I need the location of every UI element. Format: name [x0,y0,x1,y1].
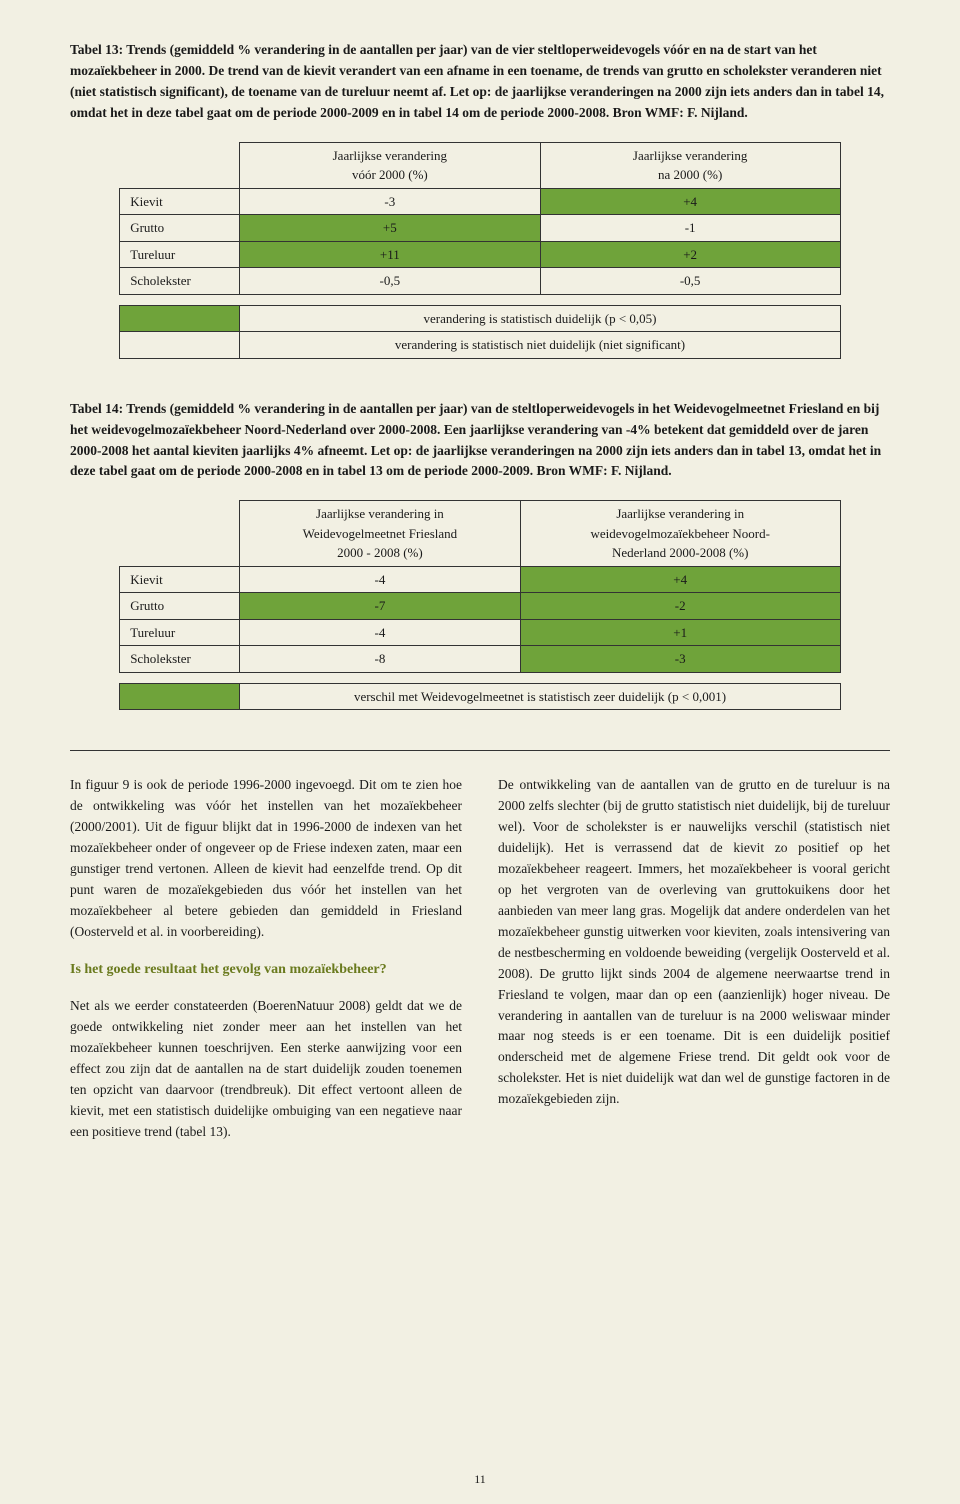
tabel-13-value-before: -0,5 [240,268,540,295]
tabel-14-label: Grutto [120,593,240,620]
body-columns: In figuur 9 is ook de periode 1996-2000 … [70,775,890,1159]
tabel-13-value-before: +5 [240,215,540,242]
legend-swatch-significant-2 [120,683,240,710]
section-divider [70,750,890,751]
left-paragraph-1: In figuur 9 is ook de periode 1996-2000 … [70,775,462,942]
left-paragraph-2: Net als we eerder constateerden (BoerenN… [70,996,462,1142]
right-paragraph-1: De ontwikkeling van de aantallen van de … [498,775,890,1110]
tabel-14-label: Scholekster [120,646,240,673]
tabel-14-head-2: Jaarlijkse verandering in weidevogelmoza… [520,501,840,567]
subheading: Is het goede resultaat het gevolg van mo… [70,959,462,981]
tabel-13: Jaarlijkse verandering vóór 2000 (%) Jaa… [119,142,841,295]
tabel-14-label: Kievit [120,566,240,593]
tabel-14-value-after: -2 [520,593,840,620]
tabel-14-value-after: -3 [520,646,840,673]
page-number: 11 [474,1470,486,1488]
tabel-14-value-before: -4 [240,619,520,646]
tabel-13-value-before: +11 [240,241,540,268]
tabel-14-legend: verschil met Weidevogelmeetnet is statis… [119,683,841,711]
legend-swatch-not-significant [120,332,240,359]
table-row: Tureluur-4+1 [120,619,841,646]
left-column: In figuur 9 is ook de periode 1996-2000 … [70,775,462,1159]
tabel-14-value-before: -8 [240,646,520,673]
table-row: Scholekster-0,5-0,5 [120,268,841,295]
tabel-13-label: Scholekster [120,268,240,295]
tabel-13-value-after: -0,5 [540,268,840,295]
right-column: De ontwikkeling van de aantallen van de … [498,775,890,1159]
tabel-13-head-1: Jaarlijkse verandering vóór 2000 (%) [240,142,540,188]
tabel-13-value-after: +4 [540,188,840,215]
table-row: Kievit-3+4 [120,188,841,215]
legend-swatch-significant [120,305,240,332]
table-row: Grutto-7-2 [120,593,841,620]
tabel-13-head-2: Jaarlijkse verandering na 2000 (%) [540,142,840,188]
tabel-13-legend: verandering is statistisch duidelijk (p … [119,305,841,359]
tabel-14-value-after: +1 [520,619,840,646]
tabel-13-label: Tureluur [120,241,240,268]
tabel-13-label: Grutto [120,215,240,242]
tabel-14-value-before: -7 [240,593,520,620]
table-row: Kievit-4+4 [120,566,841,593]
legend-significant-text: verandering is statistisch duidelijk (p … [240,305,841,332]
legend-significant-2-text: verschil met Weidevogelmeetnet is statis… [240,683,841,710]
table-row: Grutto+5-1 [120,215,841,242]
tabel-14-head-1: Jaarlijkse verandering in Weidevogelmeet… [240,501,520,567]
tabel-14: Jaarlijkse verandering in Weidevogelmeet… [119,500,841,673]
tabel-13-value-after: +2 [540,241,840,268]
table-row: Scholekster-8-3 [120,646,841,673]
tabel-14-label: Tureluur [120,619,240,646]
tabel-13-label: Kievit [120,188,240,215]
table-row: Tureluur+11+2 [120,241,841,268]
tabel-13-section: Tabel 13: Trends (gemiddeld % veranderin… [70,40,890,359]
legend-not-significant-text: verandering is statistisch niet duidelij… [240,332,841,359]
tabel-13-value-before: -3 [240,188,540,215]
tabel-13-caption: Tabel 13: Trends (gemiddeld % veranderin… [70,40,890,124]
tabel-14-section: Tabel 14: Trends (gemiddeld % veranderin… [70,399,890,711]
tabel-13-value-after: -1 [540,215,840,242]
tabel-14-value-after: +4 [520,566,840,593]
tabel-14-caption: Tabel 14: Trends (gemiddeld % veranderin… [70,399,890,483]
tabel-14-value-before: -4 [240,566,520,593]
